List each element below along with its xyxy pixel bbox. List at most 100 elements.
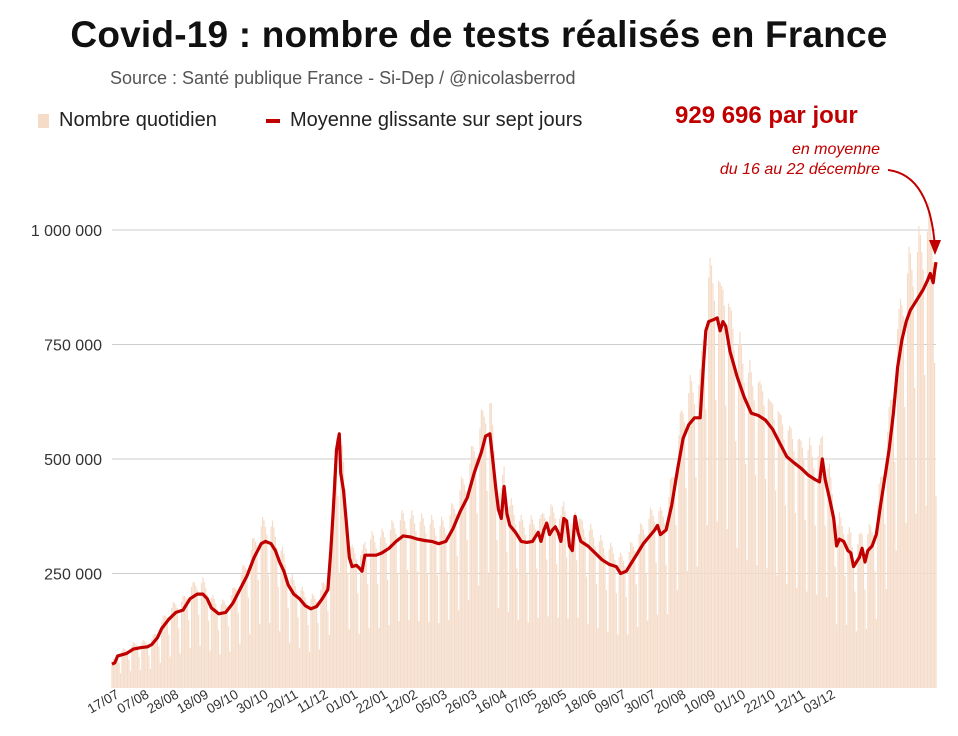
daily-bar [925,505,927,688]
daily-bar [124,648,126,688]
daily-bar [843,534,845,688]
daily-bar [503,466,505,688]
daily-bar [216,608,218,688]
x-tick-label: 03/12 [801,687,838,717]
daily-bar [344,488,346,688]
daily-bar [271,520,274,688]
daily-bar [270,526,272,688]
daily-bar [835,624,838,688]
daily-bar [348,629,350,688]
daily-bar [691,381,693,688]
daily-bar [652,516,654,688]
daily-bar [182,596,184,688]
daily-bar [405,528,407,688]
daily-bar [438,623,440,688]
daily-bar [618,557,620,688]
daily-bar [648,518,650,688]
daily-bar [473,451,475,688]
daily-bar [145,642,147,688]
daily-bar [281,546,284,688]
daily-bar [777,411,779,688]
daily-bar [202,577,204,688]
daily-bar [335,437,338,688]
daily-bar [379,537,382,688]
daily-bar [749,359,751,688]
legend-bars-swatch [38,113,49,128]
daily-bar [894,461,896,688]
daily-bar [419,521,421,688]
daily-bar [906,273,909,688]
daily-bar [823,458,825,688]
daily-bar [146,644,149,688]
daily-bar [723,305,725,688]
daily-bar [240,574,242,688]
daily-bar [666,614,669,688]
daily-bar [668,496,670,688]
daily-bar [236,590,238,688]
daily-bar [794,513,796,688]
daily-bar [631,543,633,688]
daily-bar [443,527,446,688]
daily-bar [378,627,380,688]
daily-bar [198,614,200,688]
daily-bar [163,615,166,688]
daily-bar [681,410,683,688]
daily-bar [634,550,636,688]
daily-bar [422,518,424,688]
daily-bar [114,659,116,688]
daily-bar [117,654,119,688]
daily-bar [570,523,572,688]
daily-bar [361,550,363,688]
daily-bar [232,588,234,688]
daily-bar [740,344,742,688]
daily-bar [537,617,539,688]
daily-bar [279,631,281,688]
daily-bar [808,437,811,688]
daily-bar [362,544,365,688]
daily-bar [799,438,801,688]
daily-bar [605,590,608,688]
daily-bar [243,565,245,688]
daily-bar [752,386,754,688]
daily-bar [629,542,632,688]
daily-bar [223,601,225,688]
daily-bar [331,498,333,688]
daily-bar [804,519,806,688]
daily-bar [152,634,154,688]
daily-bar [767,398,769,688]
daily-bar [639,523,642,688]
daily-bar [469,463,471,688]
daily-bar [513,514,515,688]
daily-bar [642,529,644,688]
daily-bar [452,504,454,688]
daily-bar [720,286,723,688]
daily-bar [450,502,453,688]
daily-bar [347,572,349,688]
daily-bar [314,598,316,688]
daily-bar [129,671,132,688]
daily-bar [205,588,207,688]
daily-bar [864,589,866,688]
daily-bar [374,541,376,688]
daily-bar [544,518,546,688]
daily-bar [254,541,257,688]
daily-bar [418,621,420,688]
daily-bar [884,523,886,688]
daily-bar [625,596,627,688]
daily-bar [230,595,232,688]
x-tick-label: 12/11 [772,687,808,716]
daily-bar [635,584,637,688]
daily-bar [138,656,140,688]
daily-bar [122,648,124,688]
daily-bar [875,618,877,688]
daily-bar [398,621,400,688]
daily-bar [615,593,617,688]
daily-bar [306,602,308,688]
daily-bar [368,628,370,688]
daily-bar [659,506,661,688]
daily-bar [845,624,848,688]
daily-bar [577,617,579,688]
daily-bar [773,419,775,688]
legend-line-label: Moyenne glissante sur sept jours [290,109,583,131]
daily-bar [310,599,312,688]
